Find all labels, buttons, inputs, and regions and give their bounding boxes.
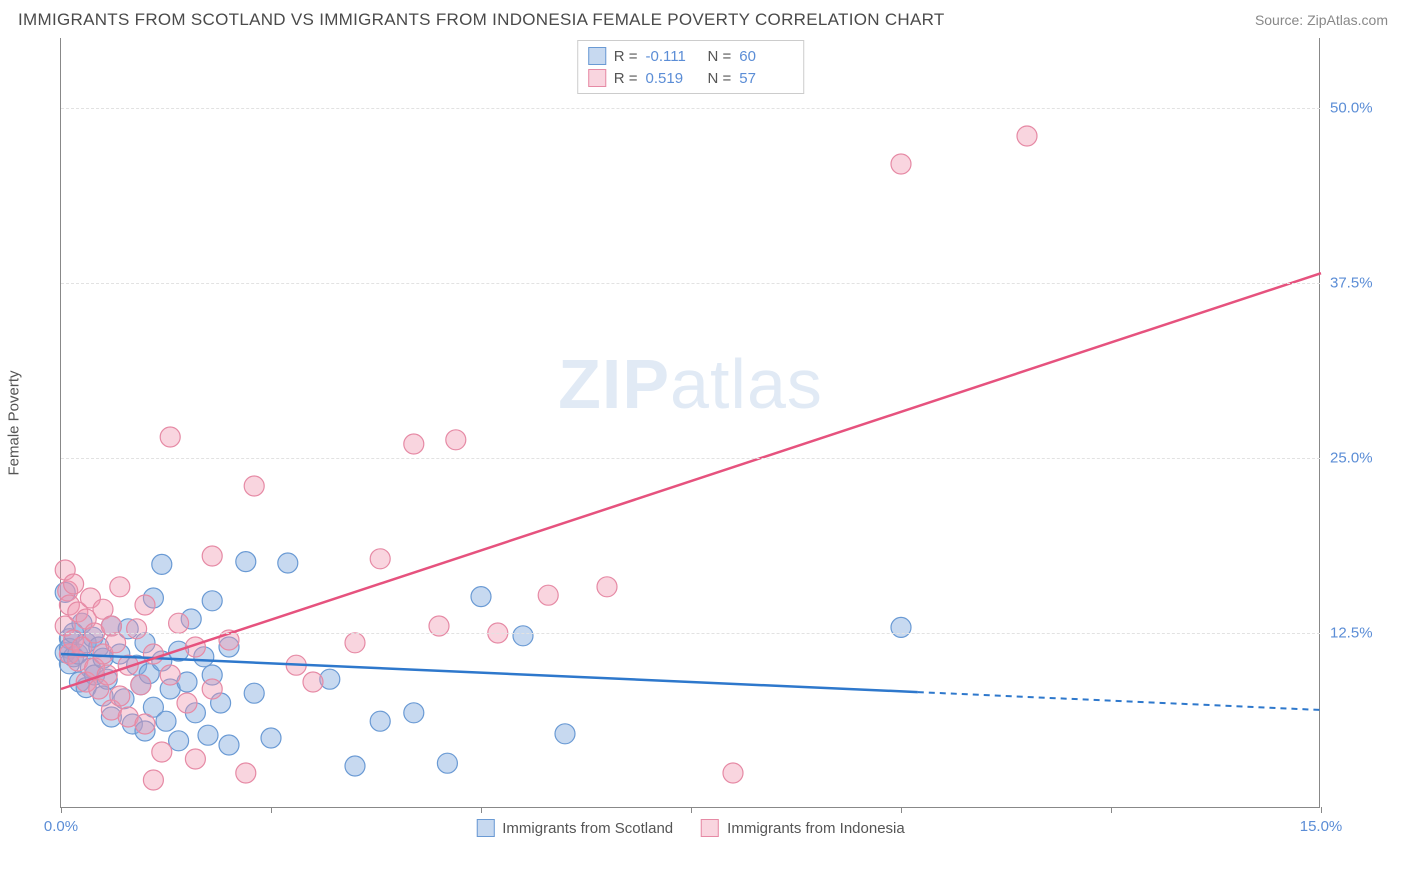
data-point-scotland (345, 756, 365, 776)
legend-swatch (588, 69, 606, 87)
data-point-scotland (152, 554, 172, 574)
r-value: 0.519 (646, 70, 700, 87)
chart-container: Female Poverty ZIPatlas R =-0.111N =60R … (18, 38, 1388, 808)
y-tick-label: 50.0% (1330, 100, 1390, 117)
legend-item-indonesia: Immigrants from Indonesia (701, 819, 905, 837)
series-legend: Immigrants from Scotland Immigrants from … (476, 819, 904, 837)
data-point-scotland (202, 591, 222, 611)
stats-row-indonesia: R = 0.519 N = 57 (588, 67, 794, 89)
data-point-scotland (555, 724, 575, 744)
legend-label: Immigrants from Indonesia (727, 820, 905, 837)
data-point-indonesia (143, 770, 163, 790)
data-point-indonesia (202, 679, 222, 699)
x-tick (271, 807, 272, 813)
x-tick (691, 807, 692, 813)
grid-line (61, 283, 1320, 284)
r-label: R = (614, 48, 638, 65)
legend-swatch (476, 819, 494, 837)
x-tick (481, 807, 482, 813)
source-label: Source: ZipAtlas.com (1255, 12, 1388, 28)
grid-line (61, 108, 1320, 109)
data-point-indonesia (131, 675, 151, 695)
scatter-plot-svg (61, 38, 1321, 808)
data-point-indonesia (345, 633, 365, 653)
n-value: 57 (739, 70, 793, 87)
data-point-scotland (370, 711, 390, 731)
data-point-indonesia (236, 763, 256, 783)
data-point-scotland (891, 617, 911, 637)
data-point-indonesia (446, 430, 466, 450)
x-tick (1321, 807, 1322, 813)
r-value: -0.111 (646, 48, 700, 65)
y-tick-label: 37.5% (1330, 275, 1390, 292)
data-point-indonesia (177, 693, 197, 713)
plot-area: ZIPatlas R =-0.111N =60R =0.519N =57 Imm… (60, 38, 1320, 808)
data-point-indonesia (404, 434, 424, 454)
data-point-indonesia (891, 154, 911, 174)
grid-line (61, 458, 1320, 459)
y-tick-label: 25.0% (1330, 450, 1390, 467)
data-point-scotland (437, 753, 457, 773)
data-point-indonesia (202, 546, 222, 566)
legend-label: Immigrants from Scotland (502, 820, 673, 837)
data-point-indonesia (135, 595, 155, 615)
legend-swatch (588, 47, 606, 65)
data-point-indonesia (303, 672, 323, 692)
data-point-indonesia (244, 476, 264, 496)
data-point-scotland (219, 735, 239, 755)
data-point-indonesia (723, 763, 743, 783)
x-tick-label: 15.0% (1300, 818, 1343, 835)
stats-legend-box: R = -0.111 N = 60 R = 0.519 N = 57 (577, 40, 805, 94)
data-point-indonesia (1017, 126, 1037, 146)
n-value: 60 (739, 48, 793, 65)
trend-line-dashed-scotland (918, 692, 1321, 710)
data-point-scotland (169, 731, 189, 751)
data-point-scotland (236, 552, 256, 572)
data-point-scotland (261, 728, 281, 748)
data-point-indonesia (110, 577, 130, 597)
data-point-scotland (244, 683, 264, 703)
n-label: N = (708, 48, 732, 65)
r-label: R = (614, 70, 638, 87)
grid-line (61, 633, 1320, 634)
chart-title: IMMIGRANTS FROM SCOTLAND VS IMMIGRANTS F… (18, 10, 945, 30)
y-axis-label: Female Poverty (6, 370, 23, 475)
x-tick-label: 0.0% (44, 818, 78, 835)
data-point-indonesia (152, 742, 172, 762)
data-point-indonesia (135, 714, 155, 734)
data-point-scotland (404, 703, 424, 723)
data-point-indonesia (110, 686, 130, 706)
data-point-indonesia (169, 613, 189, 633)
x-tick (1111, 807, 1112, 813)
data-point-indonesia (64, 574, 84, 594)
data-point-indonesia (185, 749, 205, 769)
data-point-indonesia (538, 585, 558, 605)
data-point-scotland (198, 725, 218, 745)
stats-row-scotland: R = -0.111 N = 60 (588, 45, 794, 67)
data-point-scotland (471, 587, 491, 607)
y-tick-label: 12.5% (1330, 625, 1390, 642)
n-label: N = (708, 70, 732, 87)
x-tick (61, 807, 62, 813)
data-point-scotland (278, 553, 298, 573)
data-point-indonesia (160, 427, 180, 447)
data-point-indonesia (597, 577, 617, 597)
data-point-scotland (156, 711, 176, 731)
data-point-indonesia (160, 665, 180, 685)
data-point-scotland (513, 626, 533, 646)
x-tick (901, 807, 902, 813)
legend-item-scotland: Immigrants from Scotland (476, 819, 673, 837)
data-point-indonesia (370, 549, 390, 569)
legend-swatch (701, 819, 719, 837)
data-point-indonesia (127, 619, 147, 639)
data-point-indonesia (106, 633, 126, 653)
